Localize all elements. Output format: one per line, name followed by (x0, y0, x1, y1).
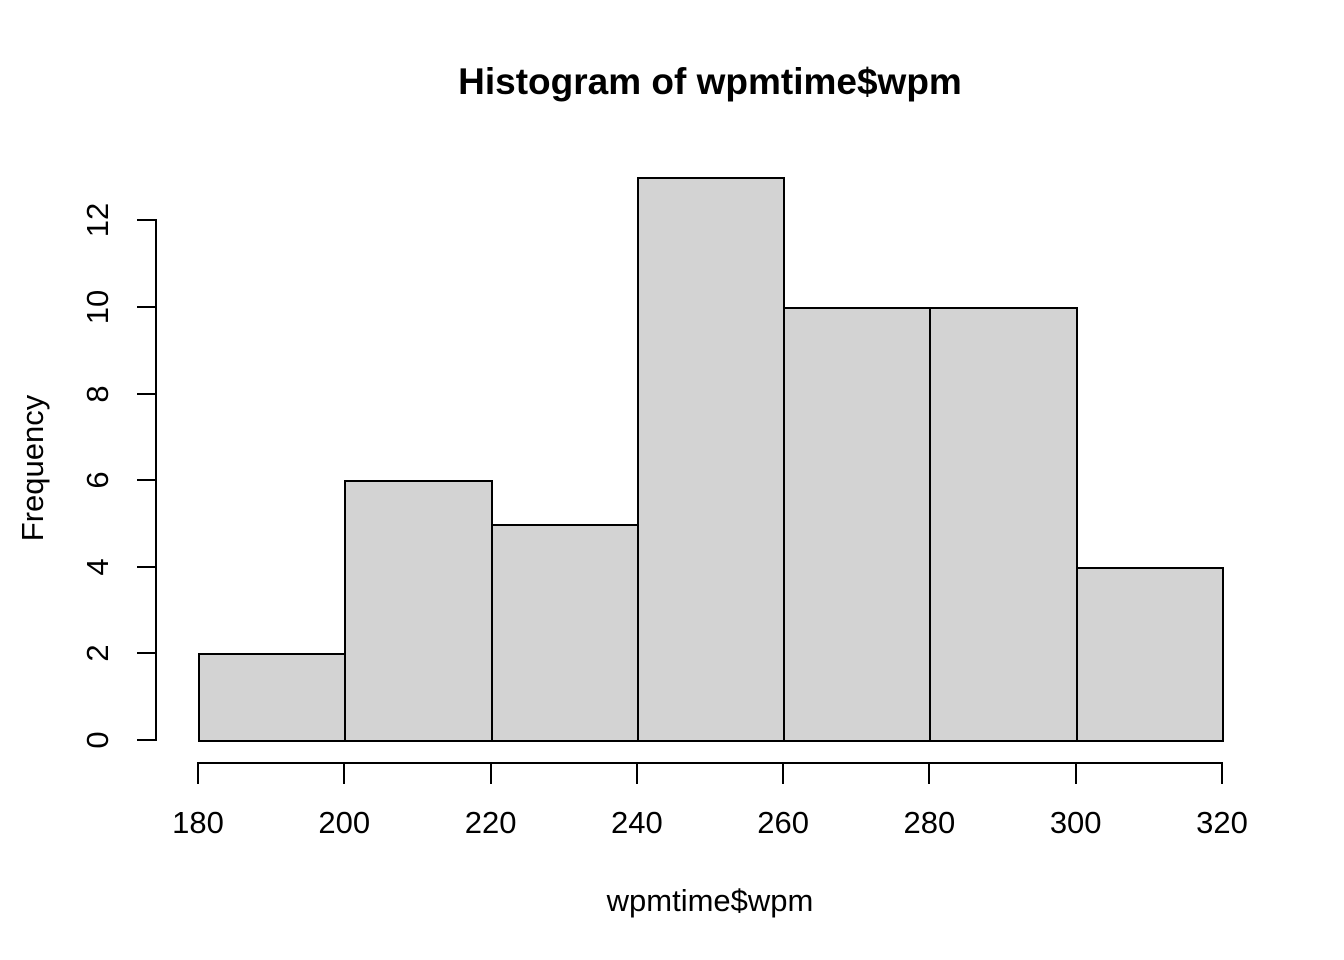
x-tick-label-300: 300 (1049, 805, 1102, 840)
x-tick-label-320: 320 (1196, 805, 1248, 840)
y-tick-12 (137, 219, 157, 222)
y-tick-label-4: 4 (80, 558, 115, 576)
y-tick-label-0: 0 (80, 731, 115, 749)
histogram-bar-300-320 (1075, 566, 1224, 742)
histogram-bar-200-220 (344, 480, 493, 742)
x-tick-220 (489, 762, 492, 784)
y-tick-6 (137, 479, 157, 482)
histogram-bar-240-260 (636, 177, 786, 742)
x-axis-title: wpmtime$wpm (606, 883, 814, 918)
x-tick-label-240: 240 (611, 805, 663, 840)
x-tick-label-280: 280 (903, 805, 956, 840)
y-tick-0 (137, 739, 157, 741)
x-tick-label-260: 260 (757, 805, 809, 840)
y-tick-label-12: 12 (80, 203, 115, 238)
y-tick-label-10: 10 (80, 289, 115, 325)
y-tick-8 (137, 392, 157, 395)
x-tick-label-220: 220 (464, 805, 517, 840)
x-tick-300 (1074, 762, 1077, 784)
x-tick-320 (1221, 762, 1223, 784)
histogram-bar-280-300 (929, 306, 1078, 742)
x-tick-label-200: 200 (318, 805, 371, 840)
chart-title: Histogram of wpmtime$wpm (458, 61, 962, 102)
y-tick-label-8: 8 (80, 384, 115, 403)
y-tick-label-2: 2 (80, 644, 115, 663)
y-tick-10 (137, 305, 157, 308)
histogram-bar-260-280 (783, 306, 932, 742)
x-tick-260 (782, 762, 785, 784)
x-axis-line (197, 762, 1223, 764)
x-tick-label-180: 180 (172, 805, 224, 840)
histogram-bar-220-240 (490, 523, 639, 743)
x-tick-240 (635, 762, 638, 784)
y-tick-label-6: 6 (80, 471, 115, 489)
x-tick-180 (197, 762, 199, 784)
y-axis-title: Frequency (15, 394, 50, 542)
y-tick-4 (137, 565, 157, 568)
x-tick-280 (928, 762, 931, 784)
x-tick-200 (343, 762, 346, 784)
histogram-bar-180-200 (198, 653, 347, 742)
y-tick-2 (137, 652, 157, 655)
